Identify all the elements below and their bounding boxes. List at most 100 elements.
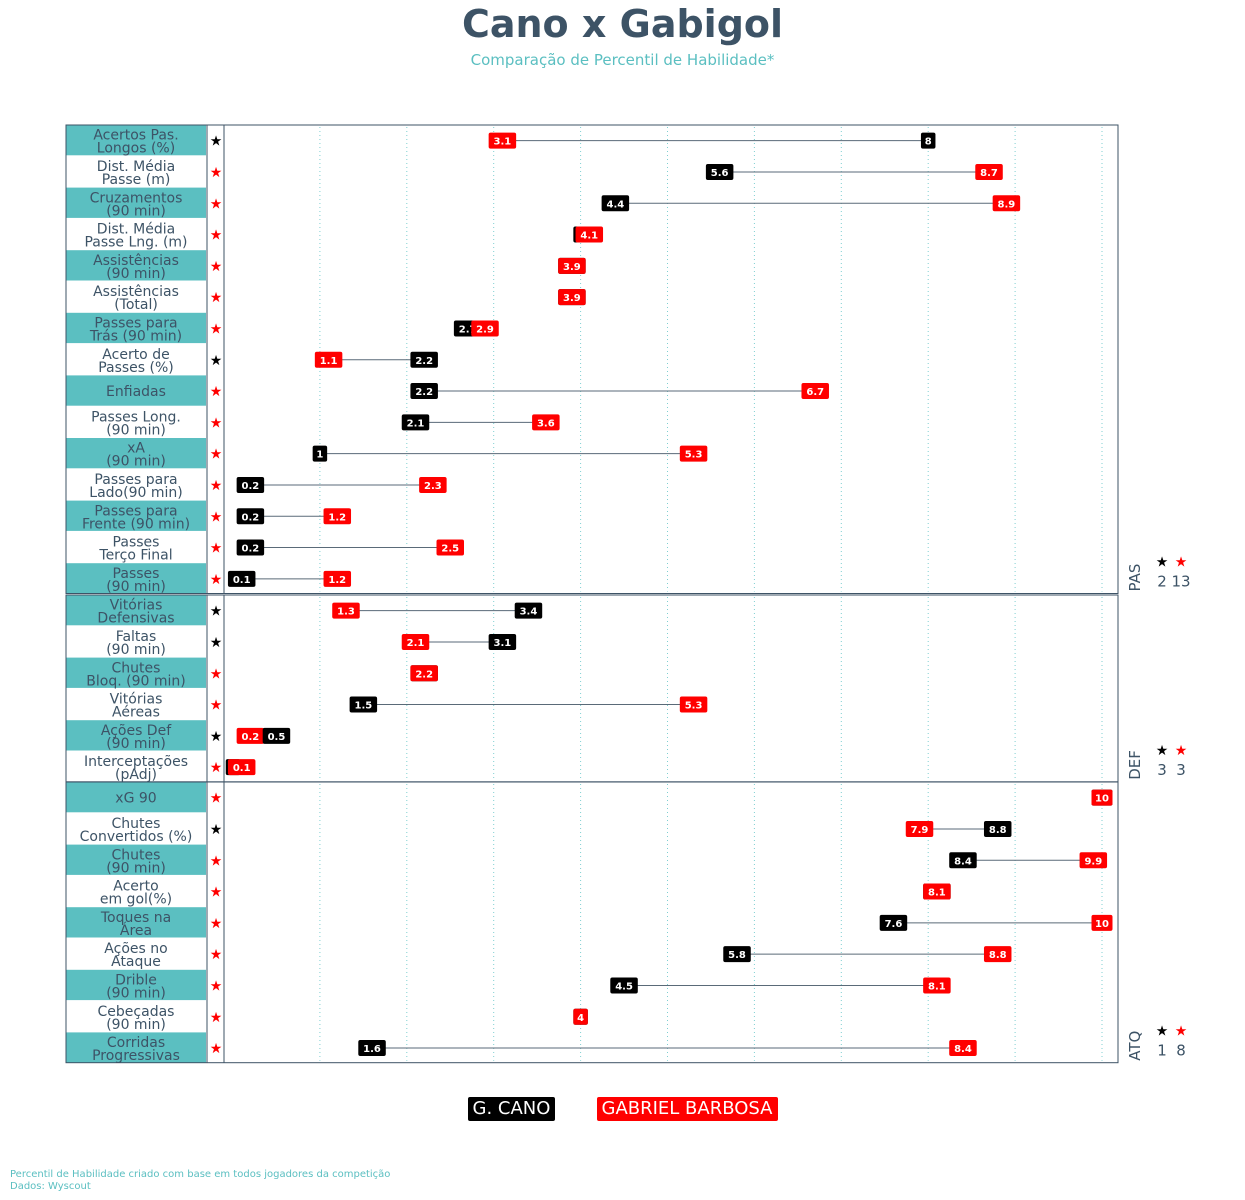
winner-star-icon: ★ xyxy=(210,698,223,714)
footnote-method: Percentil de Habilidade criado com base … xyxy=(10,1169,391,1180)
metric-label-line2: Trás (90 min) xyxy=(89,328,182,344)
metric-label-line2: Aéreas xyxy=(112,705,160,721)
panel-pas: Acertos Pas.Longos (%) ★Dist. MédiaPasse … xyxy=(65,124,1191,595)
metric-label-line1: Passes para xyxy=(94,472,177,488)
winner-star-icon: ★ xyxy=(210,885,223,901)
metric-label-line2: Progressivas xyxy=(92,1048,180,1064)
metric-label-line2: Defensivas xyxy=(97,611,174,627)
cano-value: 4.4 xyxy=(601,195,630,212)
metric-row: Interceptações(pAdj) ★ xyxy=(84,754,242,783)
metric-label-line2: (90 min) xyxy=(106,579,166,595)
metric-label-line1: Ações no xyxy=(104,941,167,957)
metric-row: Ações Def(90 min) ★ xyxy=(101,723,277,752)
cano-value-label: 7.6 xyxy=(885,919,903,930)
metric-label-line2: (90 min) xyxy=(106,860,166,876)
metric-row: Passes(90 min) ★ xyxy=(106,566,338,595)
metric-label-line1: Faltas xyxy=(116,629,157,645)
metric-label-line1: Cebeçadas xyxy=(98,1004,175,1020)
cano-value-box xyxy=(358,1040,386,1057)
winner-star-icon: ★ xyxy=(210,947,223,963)
cano-value: 1.6 xyxy=(358,1040,386,1057)
metric-label-line2: Área xyxy=(120,922,152,939)
gabigol-value-box xyxy=(436,539,464,556)
cano-value-box xyxy=(227,570,256,587)
cano-value-label: 0.2 xyxy=(242,512,260,523)
label-band xyxy=(66,1032,206,1063)
cano-value-box xyxy=(983,820,1012,837)
gabigol-value: 5.3 xyxy=(679,696,708,713)
gabigol-value-box xyxy=(1079,852,1108,869)
winner-star-icon: ★ xyxy=(210,541,223,557)
metric-row: Drible(90 min) ★ xyxy=(106,972,937,1001)
label-band xyxy=(66,187,206,218)
label-band xyxy=(66,375,206,406)
cano-value-label: 8.4 xyxy=(954,856,972,867)
metric-row: Cebeçadas(90 min) ★ xyxy=(98,1004,223,1033)
gabigol-value-box xyxy=(679,445,708,462)
cano-value-label: 1.6 xyxy=(363,1044,381,1055)
gabigol-value: 8.8 xyxy=(983,946,1012,963)
label-band xyxy=(66,969,206,1001)
cano-value-box xyxy=(949,852,977,869)
gabigol-value-box xyxy=(975,163,1003,180)
metric-label-line1: Enfiadas xyxy=(106,384,166,400)
cano-value: 3.4 xyxy=(514,602,543,619)
label-band xyxy=(66,720,206,751)
cano-value-label: 5.6 xyxy=(711,168,729,179)
gabigol-value: 1.3 xyxy=(332,602,360,619)
gabigol-value: 0.1 xyxy=(227,759,256,776)
metric-row: Faltas(90 min) ★ xyxy=(106,629,503,658)
cano-value-label: 8 xyxy=(925,137,932,148)
gabigol-value-box xyxy=(236,727,265,744)
gabigol-value-box xyxy=(401,633,430,650)
gabigol-value-box xyxy=(558,257,586,274)
gabigol-value-box xyxy=(573,1008,588,1025)
winner-star-icon: ★ xyxy=(210,353,223,369)
winner-star-icon: ★ xyxy=(210,978,223,994)
gabigol-value-label: 3.9 xyxy=(563,293,581,304)
winner-star-icon: ★ xyxy=(210,415,223,431)
metric-label-line2: (90 min) xyxy=(106,266,166,282)
metric-row: xG 90 ★ xyxy=(115,791,222,807)
cano-value: 3.1 xyxy=(488,633,517,650)
cano-value-box xyxy=(410,351,438,368)
metric-row: xA(90 min) ★ xyxy=(106,441,694,470)
metric-label-line2: Frente (90 min) xyxy=(82,516,190,532)
gabigol-value-label: 8.7 xyxy=(980,168,998,179)
metric-label-line1: Dist. Média xyxy=(97,159,175,175)
gabigol-value-label: 0.1 xyxy=(233,763,251,774)
gabigol-value-label: 2.3 xyxy=(424,481,442,492)
gabigol-value: 3.1 xyxy=(488,132,517,149)
winner-star-icon: ★ xyxy=(210,760,223,776)
metric-label-line1: xG 90 xyxy=(115,791,156,807)
winner-star-icon: ★ xyxy=(210,822,223,838)
winner-star-icon: ★ xyxy=(210,290,223,306)
gabigol-value: 9.9 xyxy=(1079,852,1108,869)
cano-value-label: 3.1 xyxy=(494,638,512,649)
cano-value-label: 0.2 xyxy=(242,481,260,492)
gabigol-star-icon: ★ xyxy=(1175,1024,1188,1040)
gabigol-value-box xyxy=(227,759,256,776)
gabigol-value-label: 1.2 xyxy=(328,575,346,586)
winner-star-icon: ★ xyxy=(210,729,223,745)
gabigol-value: 0.2 xyxy=(236,727,265,744)
metric-label-line1: Assistências xyxy=(93,284,179,300)
metric-label-line1: Passes para xyxy=(94,503,177,519)
gabigol-value: 5.3 xyxy=(679,445,708,462)
gabigol-value: 1.2 xyxy=(323,570,352,587)
gabigol-value-label: 9.9 xyxy=(1084,856,1102,867)
gabigol-value-label: 8.9 xyxy=(998,199,1016,210)
label-band xyxy=(66,250,206,281)
gabigol-value-label: 10 xyxy=(1095,919,1109,930)
metric-label-line2: Longos (%) xyxy=(97,141,175,157)
cano-value-box xyxy=(349,696,378,713)
gabigol-value-label: 5.3 xyxy=(685,701,703,712)
cano-value: 0.2 xyxy=(236,476,265,493)
